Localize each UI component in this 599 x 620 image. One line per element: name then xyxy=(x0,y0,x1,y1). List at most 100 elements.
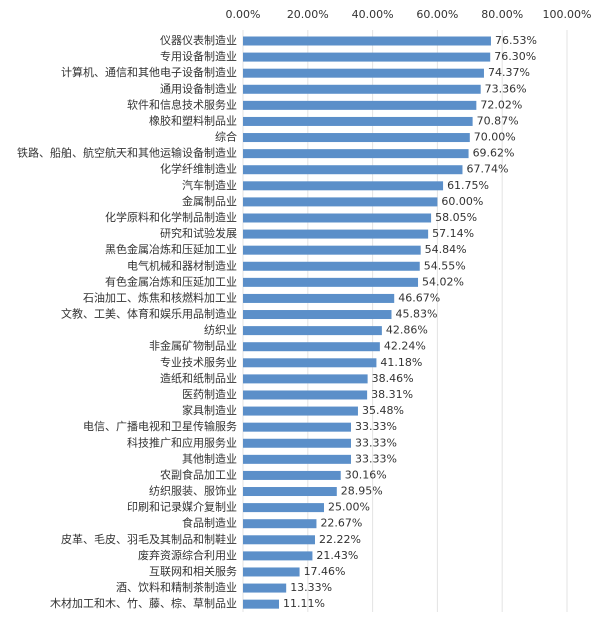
value-label: 76.53% xyxy=(495,34,537,47)
value-label: 28.95% xyxy=(341,485,383,498)
bar xyxy=(243,438,351,448)
value-label: 13.33% xyxy=(290,581,332,594)
value-label: 61.75% xyxy=(447,179,489,192)
y-tick-label: 铁路、船舶、航空航天和其他运输设备制造业 xyxy=(17,146,237,160)
y-tick-label: 电气机械和器材制造业 xyxy=(127,258,237,272)
bar xyxy=(243,277,419,287)
y-tick-label: 有色金属冶炼和压延加工业 xyxy=(105,274,237,288)
bar xyxy=(243,229,429,239)
value-label: 69.62% xyxy=(473,147,515,160)
y-tick-label: 文教、工美、体育和娱乐用品制造业 xyxy=(61,307,237,321)
bar xyxy=(243,36,491,46)
value-label: 58.05% xyxy=(435,211,477,224)
value-label: 54.84% xyxy=(425,243,467,256)
value-label: 57.14% xyxy=(432,227,474,240)
bar xyxy=(243,422,351,432)
bar xyxy=(243,487,337,497)
y-tick-label: 仪器仪表制造业 xyxy=(160,33,237,47)
value-label: 70.87% xyxy=(477,114,519,127)
y-tick-label: 黑色金属冶炼和压延加工业 xyxy=(105,242,237,256)
x-tick-label: 80.00% xyxy=(481,8,523,21)
x-tick-label: 100.00% xyxy=(543,8,592,21)
bar xyxy=(243,165,463,175)
value-label: 60.00% xyxy=(441,195,483,208)
bar xyxy=(243,245,421,255)
bar xyxy=(243,374,368,384)
bar xyxy=(243,213,432,223)
value-label: 35.48% xyxy=(362,404,404,417)
y-tick-label: 汽车制造业 xyxy=(182,178,237,192)
bar xyxy=(243,390,368,400)
y-tick-label: 金属制品业 xyxy=(182,194,237,208)
value-label: 38.46% xyxy=(372,372,414,385)
bar xyxy=(243,68,484,78)
y-tick-label: 化学原料和化学制品制造业 xyxy=(105,210,237,224)
y-tick-label: 木材加工和木、竹、藤、棕、草制品业 xyxy=(50,596,237,610)
bar xyxy=(243,503,324,513)
value-label: 25.00% xyxy=(328,501,370,514)
value-label: 38.31% xyxy=(371,388,413,401)
x-tick-label: 0.00% xyxy=(226,8,261,21)
bar xyxy=(243,326,382,336)
y-tick-label: 互联网和相关服务 xyxy=(149,564,237,578)
value-label: 42.86% xyxy=(386,324,428,337)
value-label: 30.16% xyxy=(345,468,387,481)
bar xyxy=(243,342,380,352)
bar xyxy=(243,149,469,159)
bar xyxy=(243,197,438,207)
bar xyxy=(243,358,377,368)
bar xyxy=(243,519,317,529)
y-tick-label: 印刷和记录媒介复制业 xyxy=(127,500,237,514)
value-label: 42.24% xyxy=(384,340,426,353)
bar xyxy=(243,599,279,609)
y-tick-label: 农副食品加工业 xyxy=(160,467,237,481)
value-label: 67.74% xyxy=(466,163,508,176)
bar xyxy=(243,100,477,110)
value-label: 72.02% xyxy=(480,98,522,111)
bar xyxy=(243,293,395,303)
value-label: 17.46% xyxy=(304,565,346,578)
value-label: 33.33% xyxy=(355,420,397,433)
y-tick-label: 皮革、毛皮、羽毛及其制品和制鞋业 xyxy=(61,532,237,546)
y-tick-label: 综合 xyxy=(215,130,237,144)
y-tick-label: 家具制造业 xyxy=(182,403,237,417)
value-label: 45.83% xyxy=(395,308,437,321)
y-tick-label: 电信、广播电视和卫星传输服务 xyxy=(83,419,237,433)
bar xyxy=(243,535,315,545)
y-tick-label: 酒、饮料和精制茶制造业 xyxy=(116,580,237,594)
x-tick-label: 60.00% xyxy=(416,8,458,21)
value-label: 22.67% xyxy=(320,517,362,530)
bar xyxy=(243,454,351,464)
y-tick-label: 纺织业 xyxy=(204,323,237,337)
value-label: 33.33% xyxy=(355,452,397,465)
bar xyxy=(243,84,481,94)
bar xyxy=(243,551,313,561)
bar xyxy=(243,470,341,480)
bar xyxy=(243,310,392,320)
y-tick-label: 橡胶和塑料制品业 xyxy=(149,113,237,127)
value-label: 46.67% xyxy=(398,291,440,304)
value-label: 22.22% xyxy=(319,533,361,546)
y-tick-label: 非金属矿物制品业 xyxy=(149,339,237,353)
value-label: 21.43% xyxy=(316,549,358,562)
y-tick-label: 专业技术服务业 xyxy=(160,355,237,369)
x-tick-label: 40.00% xyxy=(352,8,394,21)
value-label: 41.18% xyxy=(380,356,422,369)
y-tick-label: 其他制造业 xyxy=(182,451,237,465)
bar xyxy=(243,583,287,593)
bar xyxy=(243,261,420,271)
y-tick-label: 软件和信息技术服务业 xyxy=(127,97,237,111)
y-tick-label: 废弃资源综合利用业 xyxy=(138,548,237,562)
bar xyxy=(243,567,300,577)
value-label: 70.00% xyxy=(474,131,516,144)
y-tick-label: 专用设备制造业 xyxy=(160,49,237,63)
y-tick-label: 纺织服装、服饰业 xyxy=(149,484,237,498)
y-tick-label: 石油加工、炼焦和核燃料加工业 xyxy=(83,290,237,304)
value-label: 74.37% xyxy=(488,66,530,79)
value-label: 76.30% xyxy=(494,50,536,63)
value-label: 11.11% xyxy=(283,597,325,610)
y-tick-label: 科技推广和应用服务业 xyxy=(127,435,237,449)
y-tick-label: 研究和试验发展 xyxy=(160,226,237,240)
value-label: 54.02% xyxy=(422,275,464,288)
